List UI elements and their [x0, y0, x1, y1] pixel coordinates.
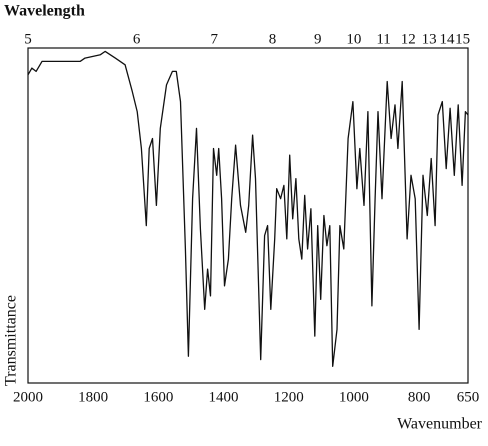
plot-frame — [27, 47, 469, 384]
x2-tick-label: 5 — [24, 31, 32, 47]
x-tick-label: 1200 — [274, 389, 304, 405]
y-axis-title: Transmittance — [3, 295, 20, 386]
x-tick-label: 1000 — [339, 389, 369, 405]
x2-tick-label: 8 — [269, 31, 277, 47]
x2-tick-label: 13 — [422, 31, 437, 47]
x2-tick-label: 7 — [210, 31, 218, 47]
x-tick-label: 800 — [408, 389, 431, 405]
x-tick-label: 1400 — [209, 389, 239, 405]
x-axis-title: Wavenumber — [397, 416, 483, 433]
x-tick-label: 2000 — [13, 389, 43, 405]
x-tick-label: 1600 — [143, 389, 173, 405]
x2-tick-label: 15 — [455, 31, 470, 47]
x2-tick-label: 14 — [440, 31, 456, 47]
spectrum-line — [27, 50, 469, 367]
x2-tick-label: 11 — [376, 31, 390, 47]
x2-tick-label: 6 — [133, 31, 141, 47]
x-tick-label: 650 — [457, 389, 480, 405]
x-tick-label: 1800 — [78, 389, 108, 405]
top-axis-title: Wavelength — [4, 3, 85, 20]
x2-tick-label: 10 — [346, 31, 361, 47]
x2-tick-label: 12 — [401, 31, 416, 47]
x2-tick-label: 9 — [314, 31, 322, 47]
